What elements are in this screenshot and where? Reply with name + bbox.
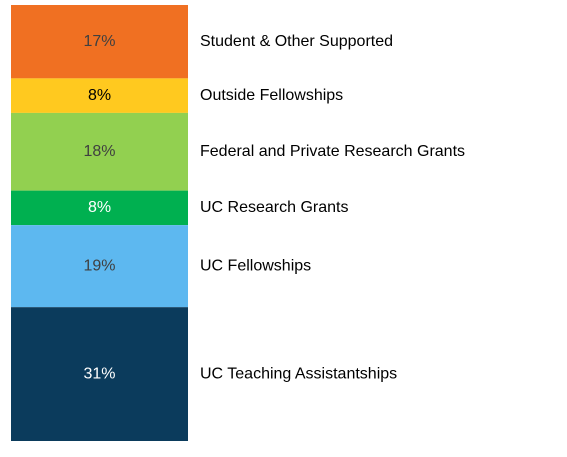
legend-label: UC Teaching Assistantships [200, 365, 397, 382]
legend-label: Student & Other Supported [200, 33, 393, 50]
value-label: 8% [88, 87, 111, 104]
value-label: 18% [83, 143, 115, 160]
bar-segment [11, 225, 188, 308]
value-label: 17% [83, 33, 115, 50]
value-label: 19% [83, 257, 115, 274]
legend-label: Outside Fellowships [200, 87, 343, 104]
legend-label: UC Fellowships [200, 257, 311, 274]
bar-segment [11, 5, 188, 79]
bar-segment [11, 78, 188, 113]
legend-label: Federal and Private Research Grants [200, 143, 465, 160]
value-label: 8% [88, 199, 111, 216]
bar-segment [11, 307, 188, 441]
bar-segment [11, 190, 188, 226]
value-label: 31% [83, 365, 115, 382]
legend-label: UC Research Grants [200, 199, 349, 216]
bar-segment [11, 112, 188, 191]
